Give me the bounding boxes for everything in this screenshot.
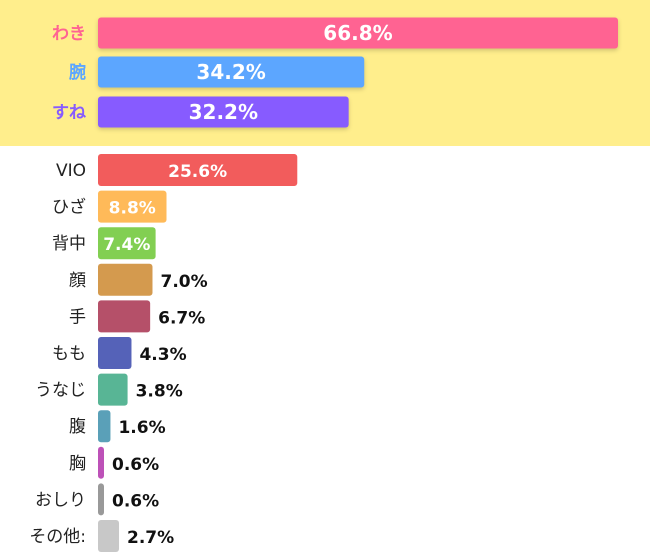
category-label: うなじ xyxy=(35,381,86,401)
category-label: その他: xyxy=(29,527,86,547)
value-label: 7.0% xyxy=(160,272,207,292)
value-label: 4.3% xyxy=(139,345,186,365)
value-label: 7.4% xyxy=(103,235,150,255)
bar xyxy=(98,227,156,260)
bar xyxy=(98,337,132,369)
value-label: 6.7% xyxy=(158,308,205,328)
bar xyxy=(98,154,298,186)
category-label: VIO xyxy=(56,161,86,181)
bar xyxy=(98,96,349,128)
bar xyxy=(98,190,167,223)
category-label: 腕 xyxy=(69,62,86,83)
category-label: わき xyxy=(52,24,86,44)
category-label: 胸 xyxy=(69,454,86,474)
category-label: 手 xyxy=(69,307,86,327)
category-label: おしり xyxy=(35,490,86,510)
bar xyxy=(98,300,151,333)
value-label: 2.7% xyxy=(127,528,174,548)
bar xyxy=(98,410,111,443)
category-label: 背中 xyxy=(52,234,86,254)
category-label: 腹 xyxy=(69,417,86,437)
value-label: 34.2% xyxy=(196,60,265,84)
bar xyxy=(98,56,365,88)
value-label: 3.8% xyxy=(136,382,183,402)
bar xyxy=(98,17,618,49)
value-label: 0.6% xyxy=(112,455,159,475)
category-label: ひざ xyxy=(52,197,86,218)
category-label: もも xyxy=(52,344,86,364)
value-label: 25.6% xyxy=(168,162,227,182)
bar xyxy=(98,373,128,406)
bar xyxy=(98,483,104,516)
bar xyxy=(98,520,120,552)
value-labels: 66.8% 34.2% 32.2% 25.6% 8.8% 7.4% 7.0% 6.7% 4.3%… xyxy=(103,21,392,548)
bars xyxy=(98,17,618,552)
value-label: 66.8% xyxy=(323,21,392,45)
category-label: 顔 xyxy=(69,271,86,291)
value-label: 0.6% xyxy=(112,491,159,511)
bar xyxy=(98,446,104,479)
bar xyxy=(98,263,153,296)
value-label: 8.8% xyxy=(109,199,156,219)
value-label: 32.2% xyxy=(189,100,258,124)
value-label: 1.6% xyxy=(118,418,165,438)
category-label: すね xyxy=(52,103,86,123)
